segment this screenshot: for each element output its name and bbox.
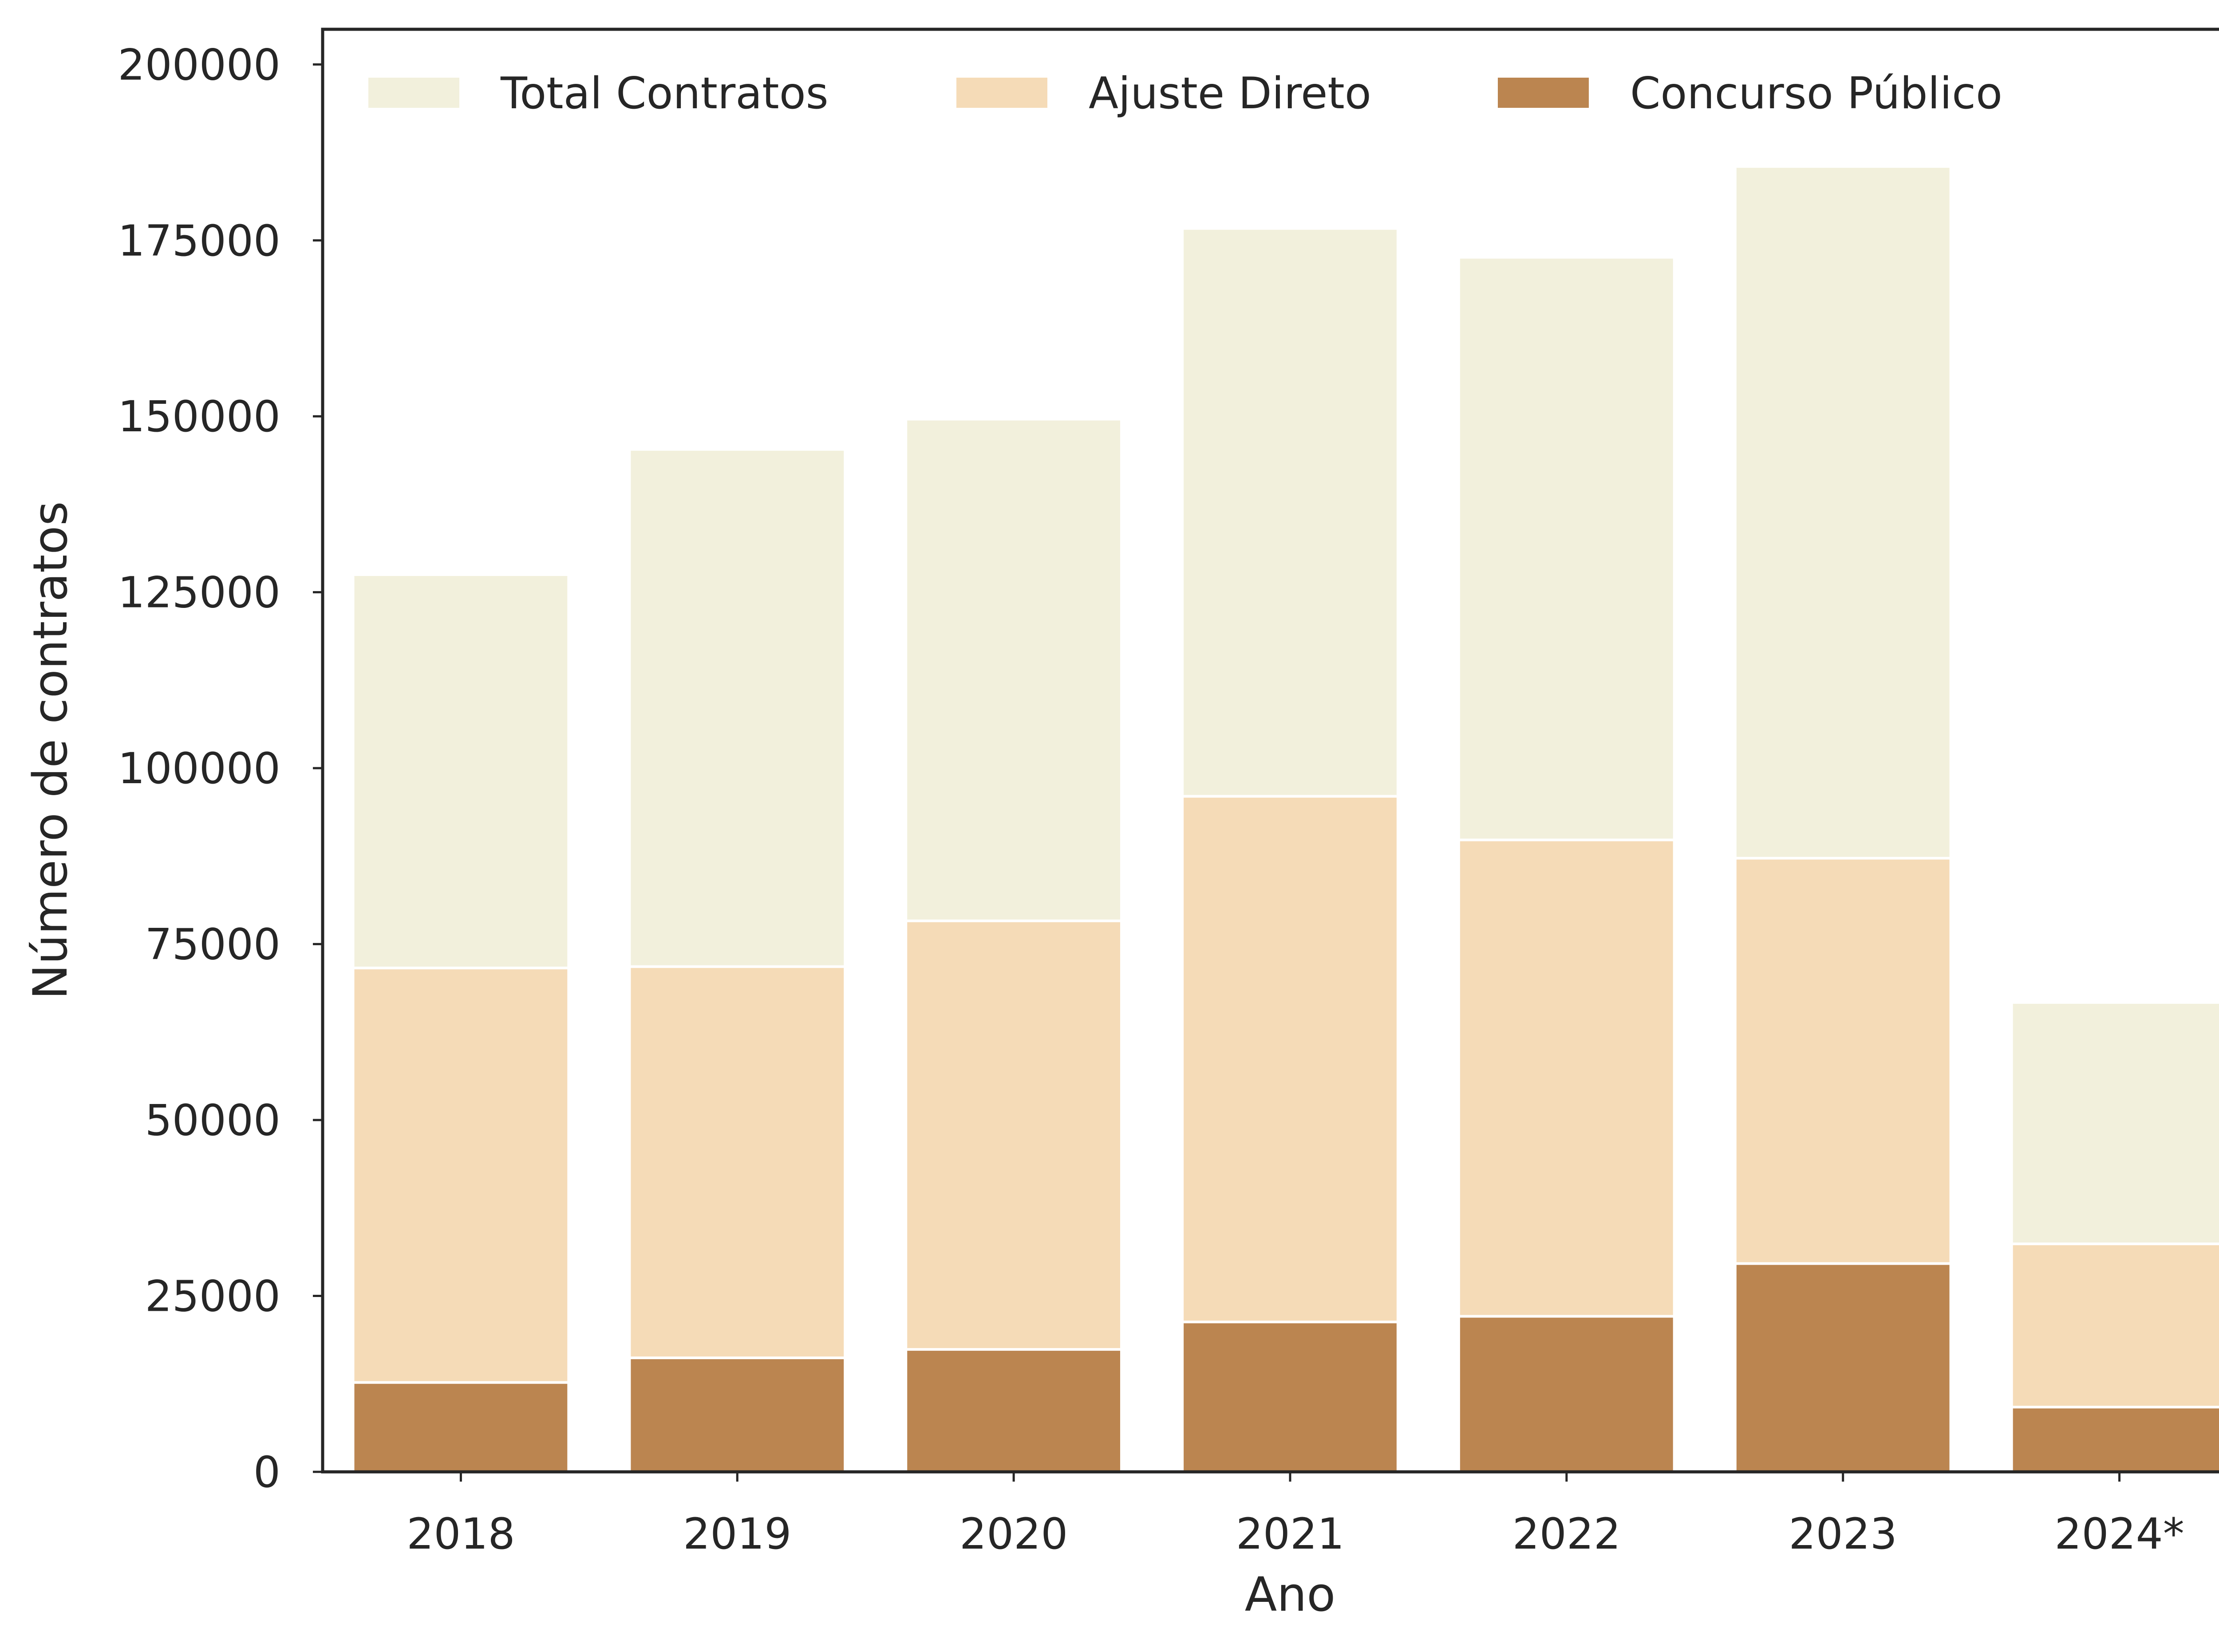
bars-layer: [351, 165, 2219, 1474]
y-tick-label: 50000: [145, 1096, 280, 1145]
x-axis-title: Ano: [1245, 1567, 1336, 1622]
legend-swatch: [1498, 78, 1589, 108]
bar-concurso-p-blico-2019: [628, 1356, 847, 1474]
y-axis-title: Número de contratos: [23, 501, 78, 1000]
x-tick-label: 2023: [1789, 1509, 1897, 1559]
legend-label: Concurso Público: [1630, 68, 2002, 119]
legend-label: Total Contratos: [500, 68, 829, 119]
y-tick-label: 200000: [118, 40, 280, 90]
plot-frame: [321, 28, 2219, 1474]
x-axis-ticks: 2018 2019 2020 2021 2022 2023 2024*: [407, 1472, 2184, 1559]
y-tick-label: 75000: [145, 920, 280, 970]
x-tick-label: 2020: [959, 1509, 1068, 1559]
y-tick-label: 25000: [145, 1272, 280, 1321]
y-axis-ticks: 0 25000 50000 75000 100000 125000 150000 175000…: [118, 40, 323, 1497]
legend-swatch: [956, 78, 1047, 108]
x-tick-label: 2022: [1512, 1509, 1621, 1559]
legend-swatch: [368, 78, 459, 108]
bar-concurso-p-blico-2022: [1457, 1315, 1676, 1473]
x-tick-label: 2019: [683, 1509, 791, 1559]
bar-concurso-p-blico-2024: [2010, 1406, 2219, 1474]
bar-concurso-p-blico-2020: [904, 1348, 1123, 1474]
y-tick-label: 175000: [118, 216, 280, 266]
bar-concurso-p-blico-2023: [1733, 1262, 1952, 1474]
x-tick-label: 2018: [407, 1509, 515, 1559]
y-tick-label: 100000: [118, 744, 280, 793]
x-tick-label: 2024*: [2054, 1509, 2184, 1559]
y-tick-label: 150000: [118, 392, 280, 442]
bar-concurso-p-blico-2021: [1181, 1321, 1399, 1473]
x-tick-label: 2021: [1236, 1509, 1344, 1559]
legend-label: Ajuste Direto: [1089, 68, 1371, 119]
y-tick-label: 125000: [118, 568, 280, 618]
legend: Total Contratos Ajuste Direto Concurso Púb…: [368, 68, 2002, 119]
y-tick-label: 0: [253, 1447, 280, 1497]
bar-concurso-p-blico-2018: [351, 1381, 570, 1474]
